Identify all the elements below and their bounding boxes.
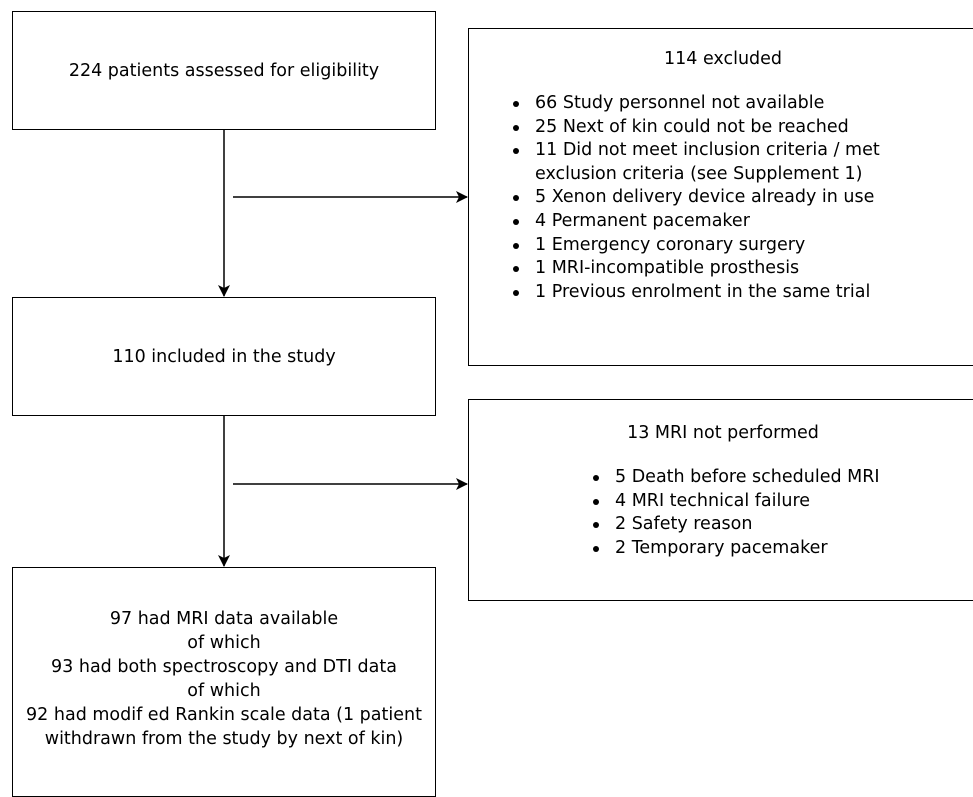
included-text: 110 included in the study (112, 346, 336, 367)
mri-reason-item: 4 MRI technical failure (591, 490, 951, 514)
excluded-title: 114 excluded (663, 49, 783, 69)
excluded-reason-item: 25 Next of kin could not be reached (511, 116, 911, 140)
final-line: withdrawn from the study by next of kin) (44, 729, 404, 749)
mri-reason-item: 5 Death before scheduled MRI (591, 466, 951, 490)
excluded-reason-item: 1 MRI-incompatible prosthesis (511, 257, 911, 281)
excluded-reason-item: 5 Xenon delivery device already in use (511, 186, 911, 210)
final-box: 97 had MRI data available of which 93 ha… (12, 567, 436, 797)
final-text: 97 had MRI data available of which 93 ha… (13, 607, 435, 751)
final-line: 92 had modif ed Rankin scale data (1 pat… (26, 705, 422, 725)
flow-arrows (218, 130, 468, 567)
mri-not-performed-reasons-list: 5 Death before scheduled MRI 4 MRI techn… (591, 466, 951, 560)
final-line: 93 had both spectroscopy and DTI data (51, 657, 397, 677)
assessed-box: 224 patients assessed for eligibility (12, 11, 436, 130)
included-box: 110 included in the study (12, 297, 436, 416)
assessed-text: 224 patients assessed for eligibility (68, 60, 380, 81)
final-line: of which (187, 633, 261, 653)
final-line: of which (187, 681, 261, 701)
excluded-reason-item: 1 Emergency coronary surgery (511, 234, 911, 258)
excluded-box: 114 excluded 66 Study personnel not avai… (468, 28, 973, 366)
mri-not-performed-title: 13 MRI not performed (627, 423, 819, 443)
excluded-reasons-list: 66 Study personnel not available 25 Next… (511, 92, 911, 304)
mri-reason-item: 2 Temporary pacemaker (591, 537, 951, 561)
mri-not-performed-box: 13 MRI not performed 5 Death before sche… (468, 399, 973, 601)
excluded-reason-item: 4 Permanent pacemaker (511, 210, 911, 234)
excluded-reason-item: 1 Previous enrolment in the same trial (511, 281, 911, 305)
excluded-reason-item: 66 Study personnel not available (511, 92, 911, 116)
mri-reason-item: 2 Safety reason (591, 513, 951, 537)
excluded-reason-item: 11 Did not meet inclusion criteria / met… (511, 139, 911, 186)
final-line: 97 had MRI data available (109, 609, 339, 629)
